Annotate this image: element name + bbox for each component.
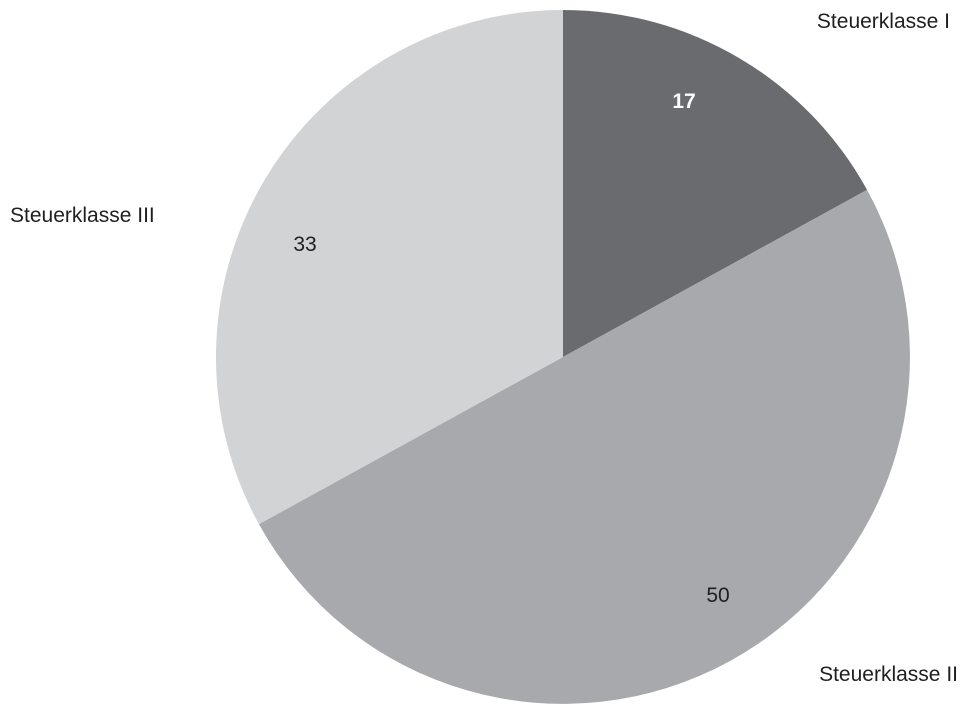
pie-slices — [215, 10, 910, 704]
pie-slice-steuerklasse-iii — [215, 10, 563, 525]
pie-slice-steuerklasse-ii — [258, 189, 910, 704]
value-label-steuerklasse-i: 17 — [672, 90, 695, 113]
category-label-steuerklasse-ii: Steuerklasse II — [819, 663, 958, 686]
category-label-steuerklasse-i: Steuerklasse I — [817, 10, 950, 33]
value-label-steuerklasse-ii: 50 — [706, 584, 729, 607]
pie-slice-steuerklasse-i — [563, 10, 868, 357]
category-label-steuerklasse-iii: Steuerklasse III — [10, 204, 155, 227]
value-label-steuerklasse-iii: 33 — [293, 233, 316, 256]
slice-value-labels: 17 50 33 — [293, 90, 729, 607]
slice-category-labels: Steuerklasse I Steuerklasse II Steuerklass… — [10, 10, 958, 686]
